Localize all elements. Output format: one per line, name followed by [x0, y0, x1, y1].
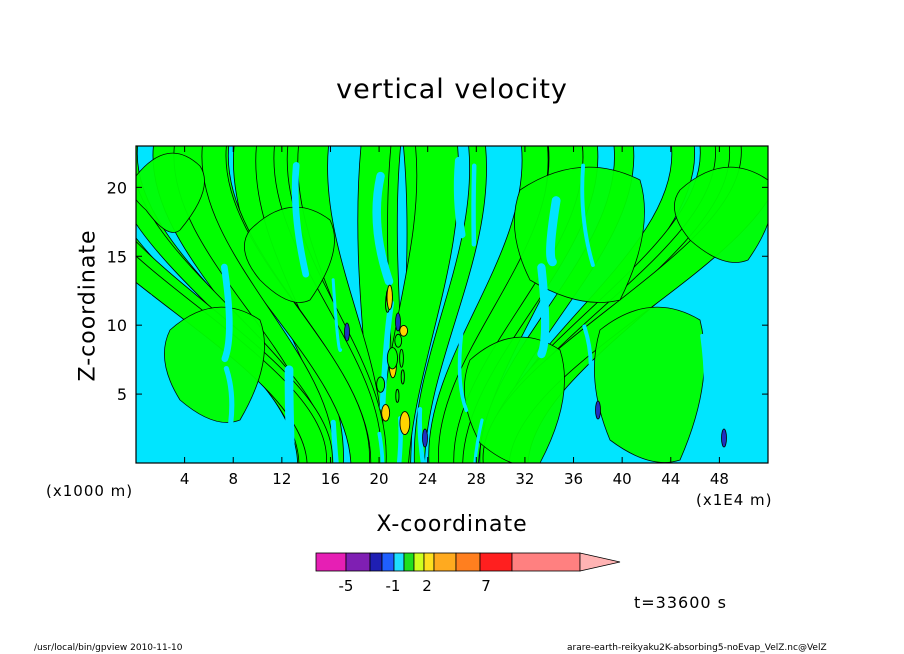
colorbar-label: -1: [386, 577, 401, 595]
x-tick-label: 44: [661, 470, 680, 488]
core-cell: [400, 369, 405, 385]
negative-streak: [579, 324, 593, 408]
downdraft-cell: [721, 428, 727, 448]
positive-region: [514, 166, 645, 303]
x-unit-right: (x1E4 m): [696, 491, 773, 509]
positive-band: [136, 255, 327, 463]
colorbar-swatch: [369, 552, 383, 572]
negative-streak: [546, 196, 561, 267]
x-tick-label: 12: [272, 470, 291, 488]
positive-region: [673, 166, 768, 263]
colorbar-swatch: [403, 552, 415, 572]
footer-right: arare-earth-reikyaku2K-absorbing5-noEvap…: [567, 643, 827, 653]
x-tick-label: 8: [228, 470, 238, 488]
negative-streak: [379, 300, 395, 411]
downdraft-cell: [344, 322, 350, 342]
negative-streak: [148, 294, 155, 364]
positive-band: [413, 146, 487, 463]
x-tick-label: 32: [515, 470, 534, 488]
negative-streak: [291, 161, 310, 278]
y-tick-label: 15: [107, 247, 127, 266]
colorbar-label: 2: [422, 577, 432, 595]
negative-streak: [572, 435, 580, 463]
y-tick-label: 10: [107, 316, 127, 335]
colorbar-arrow: [579, 552, 621, 572]
colorbar-swatch: [479, 552, 513, 572]
negative-streak: [417, 406, 426, 463]
colorbar-swatch: [345, 552, 371, 572]
negative-streak: [331, 278, 343, 353]
x-tick-label: 40: [613, 470, 632, 488]
positive-region: [243, 206, 335, 303]
y-axis-label: Z-coordinate: [75, 229, 101, 382]
negative-streak: [330, 419, 339, 463]
plot-frame: [135, 145, 769, 464]
negative-streak: [220, 263, 233, 363]
positive-region: [464, 336, 565, 463]
negative-streak: [377, 431, 385, 463]
x-tick-label: 16: [321, 470, 340, 488]
colorbar-swatch: [433, 552, 457, 572]
colorbar-swatch: [455, 552, 481, 572]
negative-streak: [580, 163, 595, 267]
x-tick-label: 4: [180, 470, 190, 488]
colorbar-swatch: [381, 552, 395, 572]
x-unit-left: (x1000 m): [46, 482, 134, 500]
negative-streak: [471, 163, 477, 247]
negative-streak: [473, 418, 484, 463]
colorbar-label: -5: [339, 577, 354, 595]
colorbar-swatch: [413, 552, 425, 572]
footer-left: /usr/local/bin/gpview 2010-11-10: [34, 643, 183, 653]
x-tick-label: 24: [418, 470, 437, 488]
x-tick-label: 48: [710, 470, 729, 488]
positive-band: [152, 146, 320, 463]
time-label: t=33600 s: [634, 593, 727, 612]
y-tick-label: 20: [107, 178, 127, 197]
core-cell: [381, 404, 391, 422]
colorbar: -5 -1 2 7: [315, 552, 621, 595]
y-tick-label: 5: [117, 385, 127, 404]
negative-streak: [284, 365, 296, 463]
x-tick-label: 20: [370, 470, 389, 488]
core-cell: [394, 333, 403, 348]
negative-streak: [537, 263, 550, 359]
core-cell: [399, 348, 404, 368]
core-cell: [399, 324, 409, 337]
core-cell: [376, 376, 386, 393]
colorbar-swatch: [511, 552, 581, 572]
downdraft-cell: [395, 312, 401, 332]
positive-region: [593, 306, 705, 463]
core-cell: [386, 347, 398, 370]
x-tick-label: 28: [467, 470, 486, 488]
negative-streak: [453, 156, 466, 239]
y-axis: 5 10 15 20: [107, 178, 768, 404]
colorbar-swatch: [315, 552, 347, 572]
x-axis: 4 8 12 16 20 24 28 32 36 40 44 48: [180, 146, 729, 488]
colorbar-label: 7: [481, 577, 491, 595]
x-tick-label: 36: [564, 470, 583, 488]
downdraft-cell: [595, 400, 601, 420]
negative-streak: [695, 333, 708, 433]
negative-streak: [457, 319, 469, 413]
colorbar-swatch: [423, 552, 435, 572]
core-cell: [386, 284, 393, 310]
negative-streak: [372, 171, 394, 286]
negative-streak: [223, 365, 235, 448]
core-cell: [395, 388, 400, 403]
downdraft-cell: [422, 428, 428, 448]
positive-region: [136, 152, 205, 233]
velocity-field: [136, 146, 768, 463]
colorbar-swatch: [393, 552, 405, 572]
core-cell: [399, 411, 411, 436]
chart-title: vertical velocity: [336, 74, 568, 105]
positive-band: [382, 146, 460, 463]
x-axis-label: X-coordinate: [376, 512, 528, 537]
